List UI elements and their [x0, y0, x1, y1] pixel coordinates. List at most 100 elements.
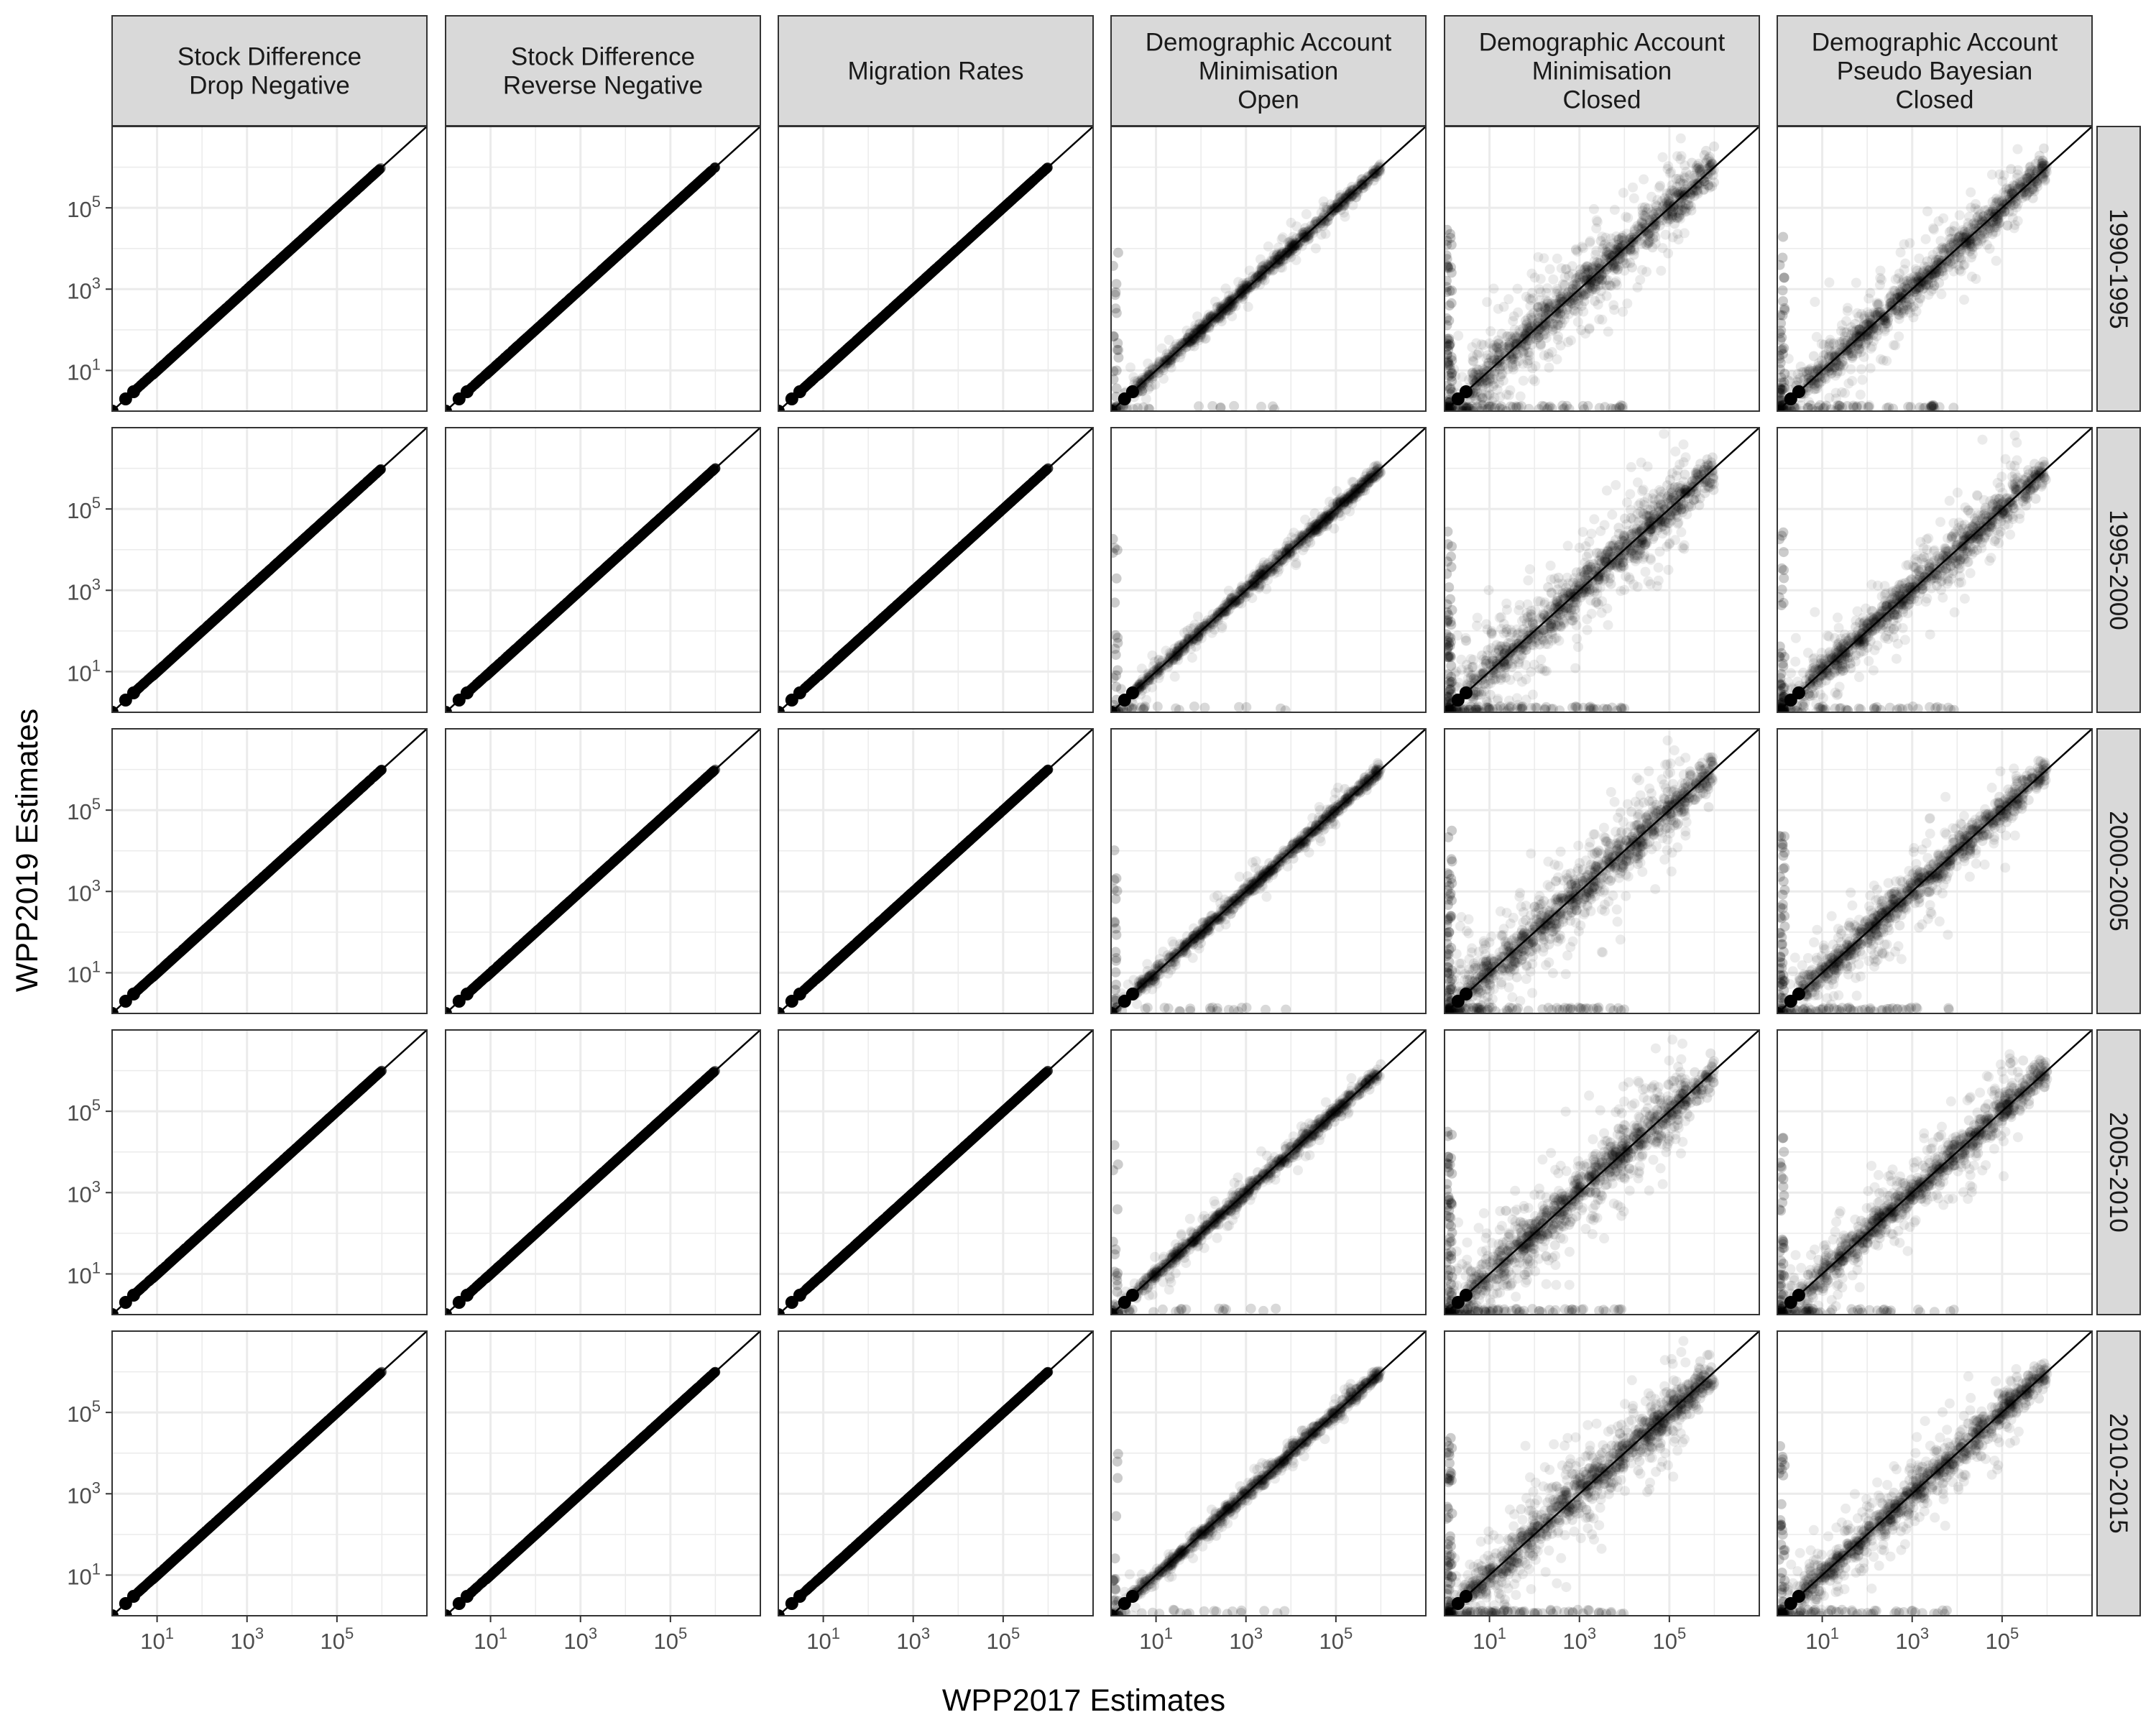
column-strip-label: Reverse Negative — [503, 72, 703, 100]
data-point — [1590, 266, 1601, 277]
data-point — [1916, 278, 1927, 289]
data-point — [1286, 235, 1297, 246]
data-point — [1300, 231, 1311, 242]
data-point — [1345, 187, 1355, 198]
data-point — [1228, 298, 1239, 308]
data-point — [1843, 350, 1853, 361]
data-point — [1608, 238, 1619, 249]
data-point — [1227, 311, 1238, 322]
data-point — [1146, 381, 1156, 392]
data-point — [1224, 296, 1234, 307]
data-point — [1574, 291, 1585, 302]
data-point — [1539, 302, 1550, 313]
data-point — [1543, 303, 1554, 314]
data-point — [1204, 321, 1215, 331]
data-point — [1518, 334, 1529, 344]
data-point — [1636, 218, 1647, 228]
data-point — [1949, 254, 1960, 264]
data-point — [1530, 361, 1541, 372]
data-point — [1178, 338, 1189, 349]
row-strip-background — [2096, 1029, 2141, 1315]
data-point — [1562, 337, 1573, 347]
data-point — [1689, 170, 1700, 181]
data-point — [1485, 326, 1496, 336]
data-point — [1479, 372, 1490, 382]
column-strip-background — [1110, 15, 1427, 126]
data-point — [1164, 334, 1174, 345]
data-point — [1996, 204, 2007, 215]
data-point — [1358, 179, 1369, 190]
data-point — [1846, 336, 1857, 347]
data-point — [1211, 313, 1222, 323]
data-point — [1835, 359, 1846, 370]
data-point — [1677, 201, 1687, 211]
data-point — [2033, 155, 2044, 166]
data-point — [1564, 404, 1575, 411]
data-point — [1574, 272, 1585, 282]
data-point — [1308, 225, 1319, 236]
data-point — [1945, 240, 1955, 251]
data-point — [1692, 179, 1703, 190]
data-point — [1973, 211, 1984, 222]
data-point — [1492, 356, 1503, 366]
data-point — [1663, 248, 1674, 259]
data-point — [1591, 246, 1602, 257]
data-point — [1628, 182, 1638, 193]
data-point — [1490, 362, 1501, 372]
data-point — [1536, 339, 1546, 350]
data-point — [1931, 260, 1942, 271]
data-point — [1324, 211, 1335, 221]
data-point — [1602, 242, 1613, 252]
data-point — [1370, 168, 1381, 179]
data-point — [1196, 327, 1207, 338]
row-strip-label: 1995-2000 — [2104, 510, 2132, 630]
data-point — [1823, 367, 1834, 377]
data-point — [1835, 361, 1846, 372]
data-point — [1643, 238, 1654, 249]
row-strip: 2000-2005 — [2096, 728, 2141, 1014]
data-point — [1272, 254, 1283, 264]
data-point — [1166, 355, 1176, 366]
data-point — [1340, 191, 1351, 202]
data-point — [1591, 276, 1601, 287]
data-point — [1675, 175, 1686, 185]
data-point — [1854, 344, 1865, 354]
data-point — [2027, 183, 2038, 193]
data-point — [1644, 223, 1655, 233]
data-point — [1632, 221, 1643, 231]
data-point — [1207, 311, 1218, 322]
data-point — [1445, 300, 1455, 310]
data-point — [1892, 289, 1903, 299]
data-point — [1180, 335, 1191, 346]
data-point — [1519, 341, 1530, 352]
data-point — [1583, 265, 1593, 275]
data-point — [1571, 280, 1582, 290]
data-point — [1650, 231, 1661, 242]
data-point — [1255, 279, 1266, 290]
data-point — [1153, 362, 1163, 372]
data-point — [1170, 349, 1181, 360]
data-point — [1659, 205, 1669, 216]
data-point — [1238, 285, 1248, 295]
data-point — [1259, 264, 1270, 275]
data-point — [1488, 340, 1499, 351]
data-point — [1825, 361, 1835, 372]
data-point — [1932, 264, 1943, 275]
data-point — [1968, 227, 1978, 238]
data-point — [1238, 278, 1248, 288]
data-point — [1611, 247, 1622, 258]
data-point — [1510, 344, 1521, 355]
data-point — [1518, 359, 1529, 369]
data-point — [1802, 382, 1813, 392]
data-point — [1451, 406, 1462, 411]
data-point — [1191, 330, 1202, 341]
data-point — [1659, 193, 1670, 203]
data-point — [1931, 254, 1942, 265]
data-point — [1482, 390, 1493, 401]
data-point — [1445, 285, 1455, 296]
data-point — [1991, 222, 2002, 233]
data-point — [1524, 347, 1534, 358]
data-point — [1171, 339, 1182, 349]
data-point — [1562, 305, 1572, 315]
data-point — [1153, 356, 1164, 367]
